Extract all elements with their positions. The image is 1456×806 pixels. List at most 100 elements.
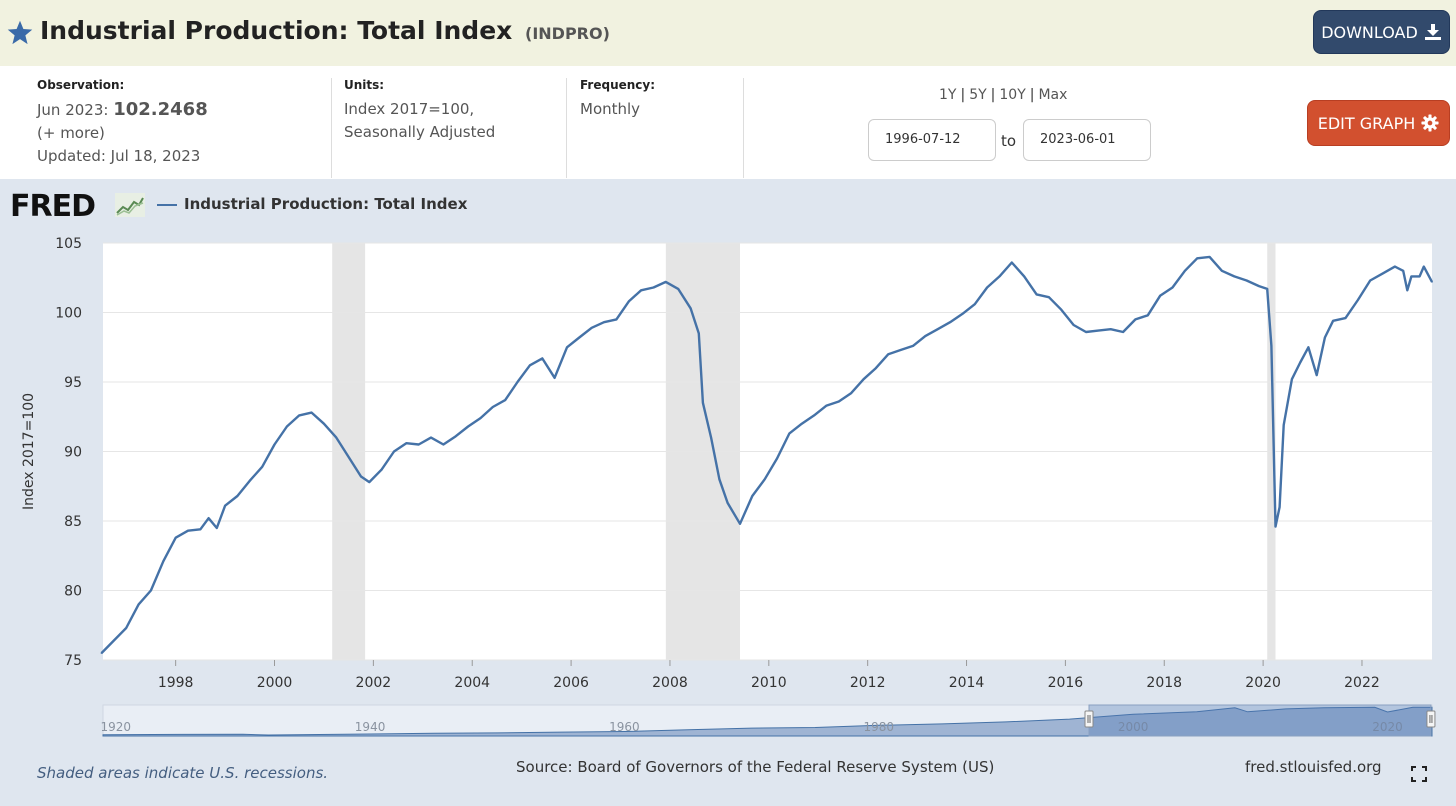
series-metadata: Observation: Jun 2023: 102.2468 (+ more)… (0, 66, 1456, 179)
range-1y[interactable]: 1Y (939, 87, 957, 103)
data-point (541, 357, 544, 360)
x-tick-label: 2018 (1146, 675, 1182, 691)
x-tick-label: 2008 (652, 675, 688, 691)
legend-swatch (157, 204, 177, 206)
data-point (1369, 279, 1371, 282)
data-point (1282, 424, 1285, 426)
date-to-label: to (1001, 132, 1017, 150)
data-point (249, 479, 251, 482)
data-point (1097, 329, 1100, 332)
data-point (875, 367, 877, 369)
x-tick-label: 2014 (949, 675, 985, 691)
y-axis-label: Index 2017=100 (21, 393, 37, 510)
data-point (1245, 279, 1248, 282)
units-line2: Seasonally Adjusted (344, 123, 496, 141)
updated-date: Updated: Jul 18, 2023 (37, 147, 201, 165)
range-max[interactable]: Max (1038, 87, 1068, 103)
observation-label: Observation: (37, 78, 125, 92)
gear-icon (1421, 114, 1439, 132)
date-to-input[interactable]: 2023-06-01 (1023, 119, 1151, 161)
data-point (1299, 361, 1301, 364)
navigator-handle[interactable] (1084, 710, 1094, 728)
y-tick-label: 75 (64, 653, 82, 669)
data-point (702, 402, 704, 404)
data-point (479, 417, 482, 419)
more-link[interactable]: (+ more) (37, 124, 105, 142)
data-point (1196, 257, 1198, 260)
data-point (899, 349, 902, 351)
data-point (1357, 299, 1359, 301)
data-point (187, 529, 189, 532)
data-point (615, 318, 618, 321)
data-point (628, 300, 630, 303)
data-point (1307, 346, 1310, 349)
range-sep: | (960, 87, 966, 103)
data-point (665, 281, 667, 283)
data-point (380, 468, 383, 471)
edit-graph-button[interactable]: EDIT GRAPH (1307, 100, 1450, 146)
data-point (1258, 285, 1260, 287)
x-tick-label: 2002 (356, 675, 392, 691)
data-point (199, 528, 202, 531)
units-line1: Index 2017=100, (344, 100, 475, 118)
data-point (261, 466, 264, 468)
data-point (578, 336, 581, 339)
y-tick-label: 90 (64, 445, 82, 461)
data-point (1085, 331, 1087, 333)
data-point (710, 436, 712, 439)
navigator-tick-label: 1940 (355, 720, 386, 734)
x-tick-label: 2022 (1344, 675, 1380, 691)
data-point (726, 502, 729, 504)
data-point (1171, 286, 1174, 289)
data-point (405, 442, 408, 444)
data-point (467, 425, 469, 428)
navigator-tick-label: 2000 (1118, 720, 1149, 734)
data-point (1381, 272, 1384, 275)
data-point (113, 639, 115, 642)
download-button[interactable]: DOWNLOAD (1313, 10, 1450, 54)
observation-value: 102.2468 (113, 99, 208, 120)
data-point (137, 603, 140, 606)
data-point (393, 450, 395, 453)
navigator-tick-label: 1980 (864, 720, 895, 734)
data-point (1406, 289, 1409, 292)
divider (743, 78, 744, 178)
date-from-input[interactable]: 1996-07-12 (868, 119, 996, 161)
data-point (347, 456, 350, 458)
navigator-tick-label: 1960 (609, 720, 640, 734)
data-point (1431, 281, 1433, 283)
site-link[interactable]: fred.stlouisfed.org (1245, 758, 1382, 776)
data-point (1184, 270, 1186, 272)
data-point (1344, 317, 1347, 319)
range-5y[interactable]: 5Y (969, 87, 987, 103)
page-title: Industrial Production: Total Index (INDP… (40, 16, 610, 45)
series-id: (INDPRO) (525, 24, 610, 43)
data-point (862, 378, 865, 380)
data-point (1109, 328, 1112, 330)
star-icon[interactable] (6, 19, 34, 47)
legend-label: Industrial Production: Total Index (184, 195, 468, 213)
fred-logo-chart-icon (115, 193, 145, 217)
data-point (207, 517, 210, 519)
data-point (492, 406, 494, 408)
download-label: DOWNLOAD (1321, 22, 1418, 42)
data-point (718, 478, 721, 481)
y-tick-label: 105 (55, 236, 82, 252)
x-tick-label: 2004 (454, 675, 490, 691)
fred-logo: FRED (10, 189, 96, 224)
navigator-handle[interactable] (1426, 710, 1436, 728)
data-point (1060, 308, 1063, 311)
fullscreen-icon[interactable] (1411, 766, 1427, 782)
range-10y[interactable]: 10Y (999, 87, 1026, 103)
data-point (1394, 265, 1396, 268)
data-point (603, 321, 605, 323)
data-point (216, 527, 218, 529)
series-line (100, 255, 1434, 654)
data-point (1291, 378, 1293, 380)
navigator-series (102, 706, 1433, 737)
data-point (590, 327, 593, 329)
data-point (949, 321, 951, 323)
x-tick-label: 2000 (257, 675, 293, 691)
x-tick-label: 1998 (158, 675, 194, 691)
data-point (553, 377, 556, 379)
